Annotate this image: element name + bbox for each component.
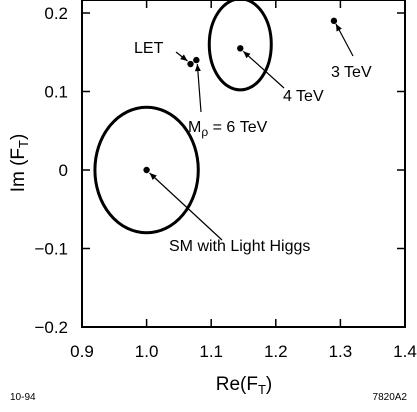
arrow-4tev-head (243, 51, 251, 59)
data-point-tev3 (330, 17, 338, 25)
x-tick-label: 1.0 (135, 342, 159, 361)
x-axis-label: Re(FT) (216, 374, 273, 397)
label-sm: SM with Light Higgs (169, 238, 310, 255)
label-mrho6: Mρ = 6 TeV (188, 119, 268, 139)
label-let: LET (134, 40, 164, 57)
data-point-let (187, 60, 194, 68)
x-tick-label: 0.9 (70, 342, 94, 361)
data-point-tev4 (237, 45, 244, 52)
arrow-mrho6 (196, 64, 202, 113)
y-tick-label: 0.2 (44, 4, 68, 23)
label-3tev: 3 TeV (331, 64, 372, 81)
x-tick-label: 1.1 (199, 342, 223, 361)
sm-ellipse (93, 105, 200, 235)
x-tick-label: 1.2 (264, 342, 288, 361)
y-tick-label: 0 (59, 161, 68, 180)
arrow-3tev-head (335, 23, 342, 32)
y-tick-label: −0.1 (34, 240, 68, 259)
y-tick-label: −0.2 (34, 318, 68, 337)
arrow-4tev (242, 50, 285, 89)
arrow-let-head (180, 54, 188, 62)
label-4tev: 4 TeV (283, 88, 324, 105)
data-point-sm (143, 166, 150, 174)
x-tick-label: 1.4 (393, 342, 417, 361)
x-tick-label: 1.3 (329, 342, 353, 361)
arrow-sm-head (149, 173, 157, 180)
arrow-sm (149, 172, 223, 241)
figure-id-code: 7820A2 (372, 392, 407, 403)
y-tick-label: 0.1 (44, 83, 68, 102)
arrow-mrho6-head (194, 64, 201, 72)
figure-date-code: 10-94 (10, 392, 36, 403)
y-axis-label: Im (FT) (8, 134, 31, 193)
plot-frame (81, 0, 406, 328)
data-point-mrho6 (193, 56, 200, 64)
tev4-ellipse (207, 0, 273, 92)
